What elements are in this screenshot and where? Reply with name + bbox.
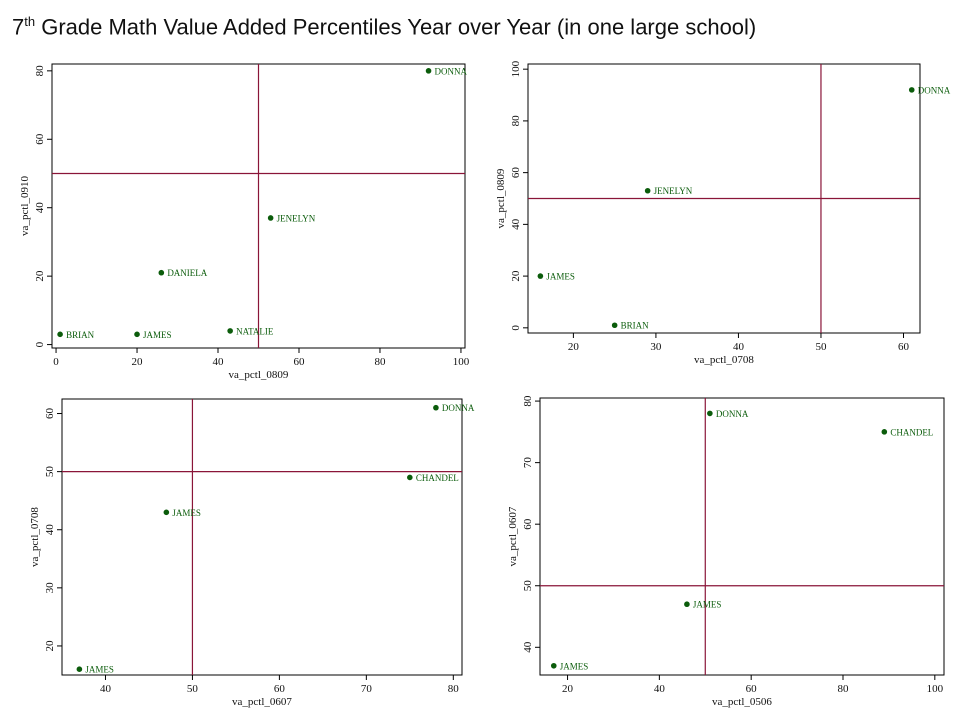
x-tick-label: 80 — [838, 683, 850, 695]
y-tick-label: 40 — [522, 641, 534, 653]
point-label: JAMES — [560, 661, 589, 671]
data-point — [551, 663, 557, 669]
point-label: CHANDEL — [890, 427, 933, 437]
x-tick-label: 100 — [927, 683, 944, 695]
y-tick-label: 80 — [522, 395, 534, 407]
data-point — [707, 411, 713, 417]
point-label: DONNA — [716, 409, 749, 419]
y-axis-title: va_pctl_0607 — [507, 506, 519, 566]
data-point — [684, 601, 690, 607]
y-tick-label: 60 — [522, 518, 534, 530]
data-point — [882, 429, 888, 435]
x-axis-title: va_pctl_0506 — [712, 696, 772, 708]
x-tick-label: 40 — [654, 683, 666, 695]
x-tick-label: 60 — [746, 683, 758, 695]
plot-frame — [540, 398, 944, 675]
y-tick-label: 70 — [522, 457, 534, 469]
point-label: JAMES — [693, 600, 722, 610]
y-tick-label: 50 — [522, 580, 534, 592]
x-tick-label: 20 — [562, 683, 574, 695]
scatter-chart-0607-vs-0506: 20 40 60 80 100 40 50 60 70 80 va_pctl_0506 va_pctl… — [0, 0, 960, 720]
